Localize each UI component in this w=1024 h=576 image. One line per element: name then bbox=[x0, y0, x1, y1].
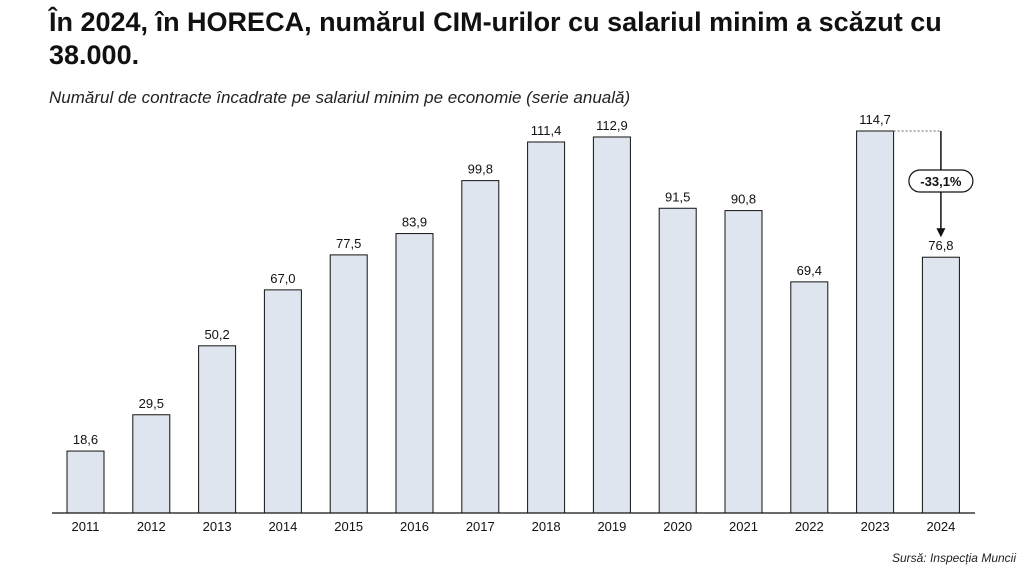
x-tick-label-2023: 2023 bbox=[861, 519, 890, 534]
bar-2014 bbox=[263, 289, 302, 514]
annotation-pill bbox=[908, 169, 974, 193]
data-label-2015: 77,5 bbox=[336, 236, 361, 251]
chart-title: În 2024, în HORECA, numărul CIM-urilor c… bbox=[49, 7, 942, 70]
data-label-2013: 50,2 bbox=[204, 327, 229, 342]
x-tick-label-2021: 2021 bbox=[729, 519, 758, 534]
x-tick-label-2022: 2022 bbox=[795, 519, 824, 534]
chart-subtitle: Numărul de contracte încadrate pe salari… bbox=[49, 88, 631, 107]
x-tick-label-2016: 2016 bbox=[400, 519, 429, 534]
annotation-arrow-head bbox=[936, 228, 946, 238]
data-label-2023: 114,7 bbox=[859, 112, 891, 127]
x-tick-label-2012: 2012 bbox=[137, 519, 166, 534]
source-note: Sursă: Inspecția Muncii bbox=[891, 551, 1016, 565]
data-label-2022: 69,4 bbox=[797, 263, 822, 278]
x-tick-label-2015: 2015 bbox=[334, 519, 363, 534]
bar-2023 bbox=[856, 130, 895, 514]
bar-2021 bbox=[724, 210, 763, 514]
data-label-2018: 111,4 bbox=[531, 123, 562, 138]
x-tick-label-2019: 2019 bbox=[597, 519, 626, 534]
x-tick-label-2011: 2011 bbox=[72, 519, 100, 534]
bar-2024 bbox=[921, 256, 960, 514]
data-label-2012: 29,5 bbox=[139, 396, 164, 411]
bar-2015 bbox=[329, 254, 368, 514]
data-label-2017: 99,8 bbox=[468, 162, 493, 177]
x-tick-label-2014: 2014 bbox=[268, 519, 297, 534]
data-label-2020: 91,5 bbox=[665, 189, 690, 204]
x-tick-label-2020: 2020 bbox=[663, 519, 692, 534]
x-tick-label-2024: 2024 bbox=[926, 519, 955, 534]
data-label-2016: 83,9 bbox=[402, 215, 427, 230]
data-label-2014: 67,0 bbox=[270, 271, 295, 286]
x-tick-label-2013: 2013 bbox=[203, 519, 232, 534]
x-tick-label-2018: 2018 bbox=[532, 519, 561, 534]
bar-2016 bbox=[395, 233, 434, 514]
bar-2017 bbox=[461, 180, 500, 514]
data-label-2024: 76,8 bbox=[928, 238, 953, 253]
data-label-2019: 112,9 bbox=[596, 118, 628, 133]
data-label-2011: 18,6 bbox=[73, 432, 98, 447]
annotation-label: -33,1% bbox=[920, 174, 962, 189]
bar-2019 bbox=[592, 136, 631, 514]
data-label-2021: 90,8 bbox=[731, 192, 756, 207]
bar-2012 bbox=[132, 414, 171, 514]
bar-2022 bbox=[790, 281, 829, 514]
bar-2011 bbox=[66, 450, 105, 514]
x-tick-label-2017: 2017 bbox=[466, 519, 495, 534]
bar-2018 bbox=[527, 141, 566, 514]
bar-2013 bbox=[198, 345, 237, 514]
bar-2020 bbox=[658, 207, 697, 514]
